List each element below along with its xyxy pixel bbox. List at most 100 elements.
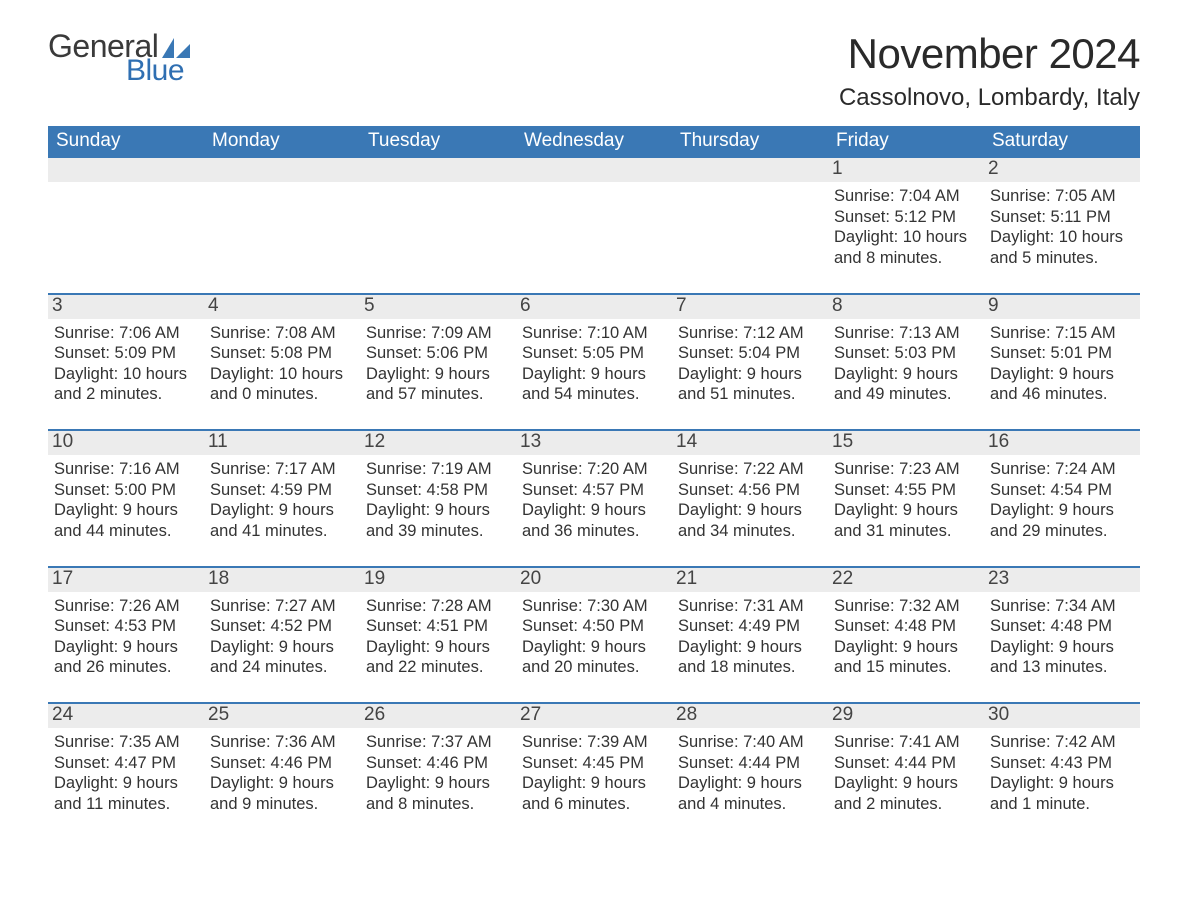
daylight-line: Daylight: 9 hours and 34 minutes. bbox=[678, 500, 822, 541]
sunset-line: Sunset: 4:56 PM bbox=[678, 480, 822, 501]
brand-word-2: Blue bbox=[126, 56, 190, 86]
day-number: 25 bbox=[204, 704, 360, 728]
sunset-line: Sunset: 4:54 PM bbox=[990, 480, 1134, 501]
day-number bbox=[672, 158, 828, 182]
sunset-line: Sunset: 4:57 PM bbox=[522, 480, 666, 501]
daylight-line: Daylight: 9 hours and 11 minutes. bbox=[54, 773, 198, 814]
sunset-line: Sunset: 4:48 PM bbox=[834, 616, 978, 637]
day-cell: 9 Sunrise: 7:15 AMSunset: 5:01 PMDaylight… bbox=[984, 295, 1140, 416]
sunrise-line: Sunrise: 7:16 AM bbox=[54, 459, 198, 480]
day-cell bbox=[672, 158, 828, 279]
sunset-line: Sunset: 5:09 PM bbox=[54, 343, 198, 364]
day-number: 9 bbox=[984, 295, 1140, 319]
day-cell: 15Sunrise: 7:23 AMSunset: 4:55 PMDayligh… bbox=[828, 431, 984, 552]
day-cell: 25Sunrise: 7:36 AMSunset: 4:46 PMDayligh… bbox=[204, 704, 360, 825]
day-cell: 7 Sunrise: 7:12 AMSunset: 5:04 PMDaylight… bbox=[672, 295, 828, 416]
day-body: Sunrise: 7:06 AMSunset: 5:09 PMDaylight:… bbox=[54, 323, 198, 406]
day-body: Sunrise: 7:04 AMSunset: 5:12 PMDaylight:… bbox=[834, 186, 978, 269]
day-number: 27 bbox=[516, 704, 672, 728]
day-body: Sunrise: 7:09 AMSunset: 5:06 PMDaylight:… bbox=[366, 323, 510, 406]
day-body: Sunrise: 7:12 AMSunset: 5:04 PMDaylight:… bbox=[678, 323, 822, 406]
day-number: 26 bbox=[360, 704, 516, 728]
sunset-line: Sunset: 4:55 PM bbox=[834, 480, 978, 501]
dow-friday: Friday bbox=[828, 126, 984, 158]
week-row: 10Sunrise: 7:16 AMSunset: 5:00 PMDayligh… bbox=[48, 429, 1140, 552]
day-body: Sunrise: 7:19 AMSunset: 4:58 PMDaylight:… bbox=[366, 459, 510, 542]
day-body: Sunrise: 7:13 AMSunset: 5:03 PMDaylight:… bbox=[834, 323, 978, 406]
day-cell: 22Sunrise: 7:32 AMSunset: 4:48 PMDayligh… bbox=[828, 568, 984, 689]
sunrise-line: Sunrise: 7:13 AM bbox=[834, 323, 978, 344]
sunrise-line: Sunrise: 7:39 AM bbox=[522, 732, 666, 753]
sunset-line: Sunset: 5:01 PM bbox=[990, 343, 1134, 364]
sunrise-line: Sunrise: 7:17 AM bbox=[210, 459, 354, 480]
sunrise-line: Sunrise: 7:08 AM bbox=[210, 323, 354, 344]
day-cell: 16Sunrise: 7:24 AMSunset: 4:54 PMDayligh… bbox=[984, 431, 1140, 552]
day-number: 2 bbox=[984, 158, 1140, 182]
sunrise-line: Sunrise: 7:28 AM bbox=[366, 596, 510, 617]
day-cell: 4 Sunrise: 7:08 AMSunset: 5:08 PMDaylight… bbox=[204, 295, 360, 416]
day-body: Sunrise: 7:32 AMSunset: 4:48 PMDaylight:… bbox=[834, 596, 978, 679]
sunset-line: Sunset: 4:44 PM bbox=[678, 753, 822, 774]
day-cell: 3 Sunrise: 7:06 AMSunset: 5:09 PMDaylight… bbox=[48, 295, 204, 416]
sunrise-line: Sunrise: 7:42 AM bbox=[990, 732, 1134, 753]
sunset-line: Sunset: 5:06 PM bbox=[366, 343, 510, 364]
day-cell bbox=[204, 158, 360, 279]
location-subtitle: Cassolnovo, Lombardy, Italy bbox=[839, 84, 1140, 112]
sunset-line: Sunset: 4:47 PM bbox=[54, 753, 198, 774]
daylight-line: Daylight: 9 hours and 24 minutes. bbox=[210, 637, 354, 678]
day-number bbox=[48, 158, 204, 182]
day-body: Sunrise: 7:08 AMSunset: 5:08 PMDaylight:… bbox=[210, 323, 354, 406]
daylight-line: Daylight: 9 hours and 46 minutes. bbox=[990, 364, 1134, 405]
day-number: 7 bbox=[672, 295, 828, 319]
day-number: 4 bbox=[204, 295, 360, 319]
week-row: 17Sunrise: 7:26 AMSunset: 4:53 PMDayligh… bbox=[48, 566, 1140, 689]
daylight-line: Daylight: 9 hours and 6 minutes. bbox=[522, 773, 666, 814]
dow-wednesday: Wednesday bbox=[516, 126, 672, 158]
day-cell: 23Sunrise: 7:34 AMSunset: 4:48 PMDayligh… bbox=[984, 568, 1140, 689]
sunset-line: Sunset: 4:46 PM bbox=[210, 753, 354, 774]
day-number: 11 bbox=[204, 431, 360, 455]
sunrise-line: Sunrise: 7:10 AM bbox=[522, 323, 666, 344]
dow-tuesday: Tuesday bbox=[360, 126, 516, 158]
day-number: 30 bbox=[984, 704, 1140, 728]
page-title: November 2024 bbox=[839, 30, 1140, 78]
day-body: Sunrise: 7:10 AMSunset: 5:05 PMDaylight:… bbox=[522, 323, 666, 406]
daylight-line: Daylight: 9 hours and 22 minutes. bbox=[366, 637, 510, 678]
sunrise-line: Sunrise: 7:34 AM bbox=[990, 596, 1134, 617]
day-cell: 5Sunrise: 7:09 AMSunset: 5:06 PMDaylight… bbox=[360, 295, 516, 416]
day-number: 13 bbox=[516, 431, 672, 455]
dow-thursday: Thursday bbox=[672, 126, 828, 158]
day-of-week-header: Sunday Monday Tuesday Wednesday Thursday… bbox=[48, 126, 1140, 158]
day-cell: 14Sunrise: 7:22 AMSunset: 4:56 PMDayligh… bbox=[672, 431, 828, 552]
sunset-line: Sunset: 4:46 PM bbox=[366, 753, 510, 774]
day-number bbox=[204, 158, 360, 182]
day-number: 6 bbox=[516, 295, 672, 319]
dow-monday: Monday bbox=[204, 126, 360, 158]
day-body: Sunrise: 7:27 AMSunset: 4:52 PMDaylight:… bbox=[210, 596, 354, 679]
day-cell: 19Sunrise: 7:28 AMSunset: 4:51 PMDayligh… bbox=[360, 568, 516, 689]
daylight-line: Daylight: 9 hours and 36 minutes. bbox=[522, 500, 666, 541]
sunset-line: Sunset: 4:50 PM bbox=[522, 616, 666, 637]
day-number: 3 bbox=[48, 295, 204, 319]
day-number: 18 bbox=[204, 568, 360, 592]
sunrise-line: Sunrise: 7:31 AM bbox=[678, 596, 822, 617]
brand-logo: General Blue bbox=[48, 30, 190, 86]
day-cell: 26Sunrise: 7:37 AMSunset: 4:46 PMDayligh… bbox=[360, 704, 516, 825]
day-body: Sunrise: 7:30 AMSunset: 4:50 PMDaylight:… bbox=[522, 596, 666, 679]
day-cell bbox=[48, 158, 204, 279]
dow-saturday: Saturday bbox=[984, 126, 1140, 158]
title-block: November 2024 Cassolnovo, Lombardy, Ital… bbox=[839, 30, 1140, 112]
daylight-line: Daylight: 10 hours and 5 minutes. bbox=[990, 227, 1134, 268]
sunrise-line: Sunrise: 7:09 AM bbox=[366, 323, 510, 344]
daylight-line: Daylight: 9 hours and 51 minutes. bbox=[678, 364, 822, 405]
sunrise-line: Sunrise: 7:19 AM bbox=[366, 459, 510, 480]
sunrise-line: Sunrise: 7:27 AM bbox=[210, 596, 354, 617]
sunset-line: Sunset: 5:11 PM bbox=[990, 207, 1134, 228]
day-number: 23 bbox=[984, 568, 1140, 592]
day-cell: 21Sunrise: 7:31 AMSunset: 4:49 PMDayligh… bbox=[672, 568, 828, 689]
daylight-line: Daylight: 9 hours and 39 minutes. bbox=[366, 500, 510, 541]
day-number: 12 bbox=[360, 431, 516, 455]
sunrise-line: Sunrise: 7:15 AM bbox=[990, 323, 1134, 344]
daylight-line: Daylight: 9 hours and 54 minutes. bbox=[522, 364, 666, 405]
daylight-line: Daylight: 9 hours and 9 minutes. bbox=[210, 773, 354, 814]
